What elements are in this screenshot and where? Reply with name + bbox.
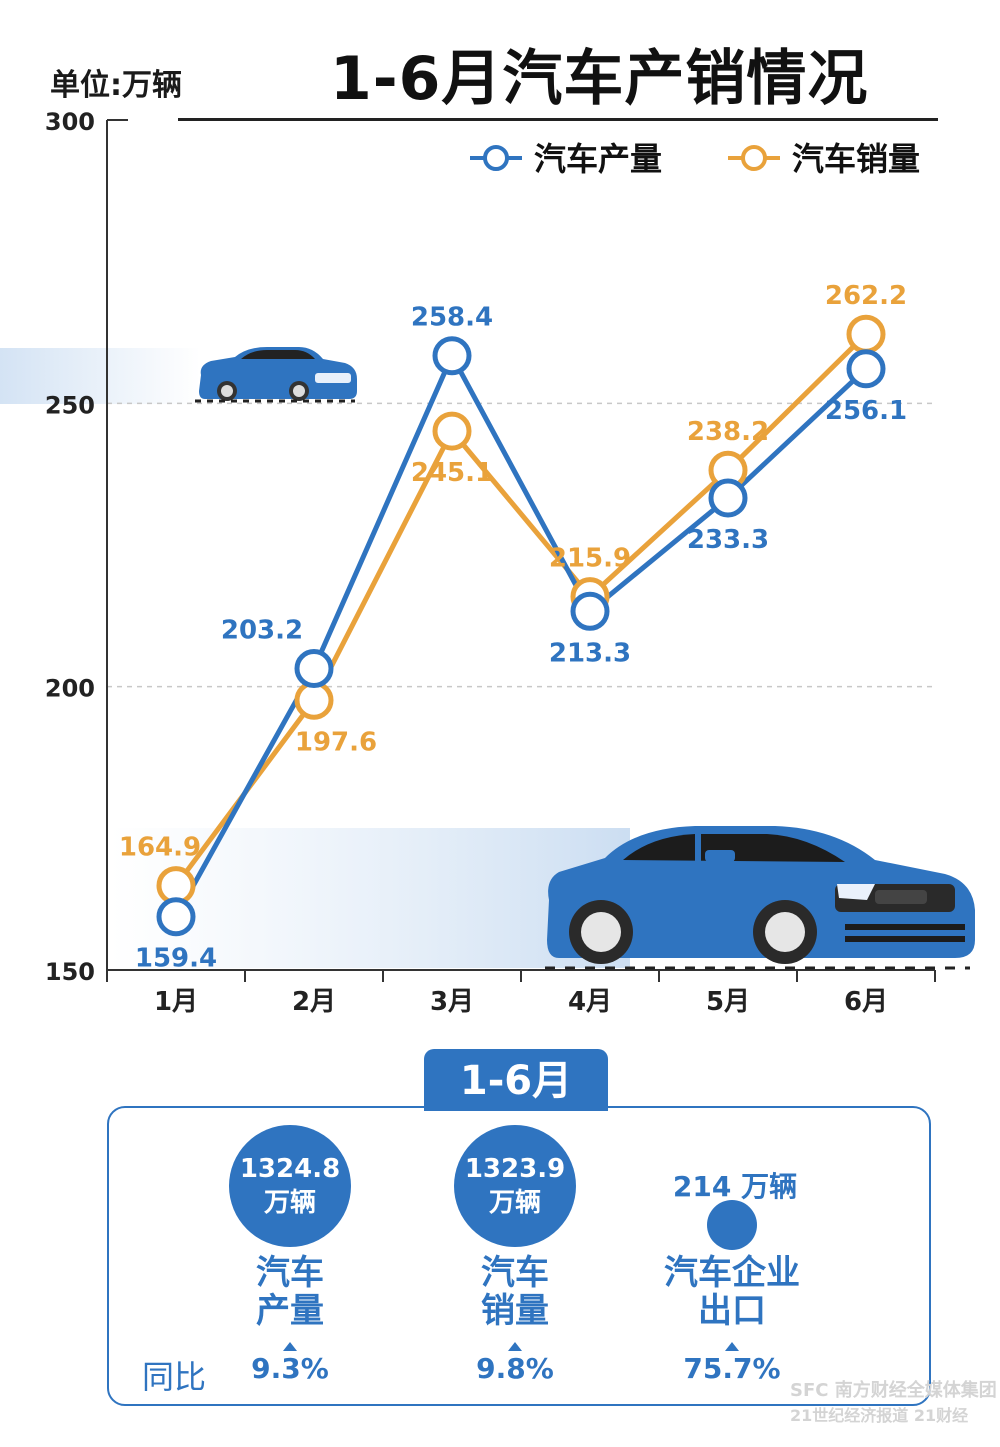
legend-label: 汽车产量 (534, 140, 662, 178)
unit-label: 单位:万辆 (50, 68, 182, 103)
gradient-band-top (0, 348, 200, 404)
data-point (294, 649, 334, 689)
sales-up-arrow-icon (508, 1342, 522, 1351)
data-point (708, 478, 748, 518)
data-label: 233.3 (687, 525, 769, 555)
title-divider (178, 118, 938, 121)
x-tick-label: 3月 (430, 987, 474, 1017)
data-label: 258.4 (411, 303, 493, 333)
sales-yoy: 9.8% (476, 1352, 554, 1385)
data-label: 213.3 (549, 638, 631, 668)
sales-total-value: 1323.9 (464, 1154, 566, 1184)
large-car-icon (545, 826, 975, 970)
watermark-line1: SFC 南方财经全媒体集团 (790, 1380, 997, 1401)
production-total-circle: 1324.8 万辆 (229, 1125, 351, 1247)
watermark: SFC 南方财经全媒体集团 21世纪经济报道 21财经 (790, 1376, 997, 1426)
legend-marker (483, 145, 509, 171)
gradient-band-bottom (110, 828, 630, 968)
x-ticks: 1月 2月 3月 4月 5月 6月 (106, 970, 936, 1017)
series-line-0 (173, 353, 868, 918)
legend-marker (741, 145, 767, 171)
export-yoy: 75.7% (683, 1352, 781, 1385)
yoy-label: 同比 (142, 1358, 207, 1396)
data-label: 256.1 (825, 396, 907, 426)
y-tick-label: 300 (45, 108, 95, 136)
legend: 汽车产量 汽车销量 (470, 140, 920, 178)
data-label: 159.4 (135, 944, 217, 974)
x-tick-label: 5月 (706, 987, 750, 1017)
legend-label: 汽车销量 (792, 140, 920, 178)
production-total-value: 1324.8 (239, 1154, 341, 1184)
x-tick-label: 2月 (292, 987, 336, 1017)
data-point (846, 349, 886, 389)
y-tick-label: 200 (45, 675, 95, 703)
page-title: 1-6月汽车产销情况 (330, 44, 869, 114)
period-tab: 1-6月 (424, 1049, 608, 1111)
export-label: 汽车企业 出口 (632, 1254, 832, 1330)
data-label: 238.2 (687, 417, 769, 447)
export-label-line2: 出口 (698, 1291, 766, 1331)
data-label: 215.9 (549, 544, 631, 574)
sales-label: 汽车 销量 (415, 1254, 615, 1330)
series-line-1 (173, 332, 868, 888)
x-tick-label: 6月 (844, 987, 888, 1017)
sales-total-circle: 1323.9 万辆 (454, 1125, 576, 1247)
data-point (432, 336, 472, 376)
x-tick-label: 4月 (568, 987, 612, 1017)
data-point (156, 897, 196, 937)
production-total-unit: 万辆 (263, 1188, 316, 1218)
export-total-value: 214 万辆 (672, 1170, 798, 1203)
production-label-line1: 汽车 (256, 1253, 324, 1293)
sales-label-line2: 销量 (481, 1291, 549, 1331)
data-label: 245.1 (411, 458, 493, 488)
data-point (432, 411, 472, 451)
sales-total-unit: 万辆 (488, 1188, 541, 1218)
data-point (846, 314, 886, 354)
watermark-line2: 21世纪经济报道 21财经 (790, 1406, 969, 1425)
data-point (570, 591, 610, 631)
y-tick-label: 250 (45, 391, 95, 419)
data-point (294, 680, 334, 720)
production-yoy: 9.3% (251, 1352, 329, 1385)
data-label: 164.9 (119, 833, 201, 863)
production-label: 汽车 产量 (190, 1254, 390, 1330)
export-label-line1: 汽车企业 (664, 1253, 800, 1293)
summary-panel (107, 1106, 931, 1406)
export-up-arrow-icon (725, 1342, 739, 1351)
y-ticks: 150 200 250 300 (45, 108, 95, 986)
data-label: 197.6 (295, 727, 377, 757)
export-dot (707, 1200, 757, 1250)
small-car-icon (195, 347, 357, 403)
production-up-arrow-icon (283, 1342, 297, 1351)
series: 164.9 197.6 245.1 215.9 238.2 262.2 159.4 203.2… (119, 281, 907, 974)
data-label: 203.2 (221, 616, 303, 646)
sales-label-line1: 汽车 (481, 1253, 549, 1293)
line-chart: 150 200 250 300 1月 2月 3月 4月 5月 6月 164.9 197.6 245.… (0, 108, 975, 1017)
x-tick-label: 1月 (154, 987, 198, 1017)
y-tick-label: 150 (45, 958, 95, 986)
data-label: 262.2 (825, 281, 907, 311)
production-label-line2: 产量 (256, 1291, 324, 1331)
